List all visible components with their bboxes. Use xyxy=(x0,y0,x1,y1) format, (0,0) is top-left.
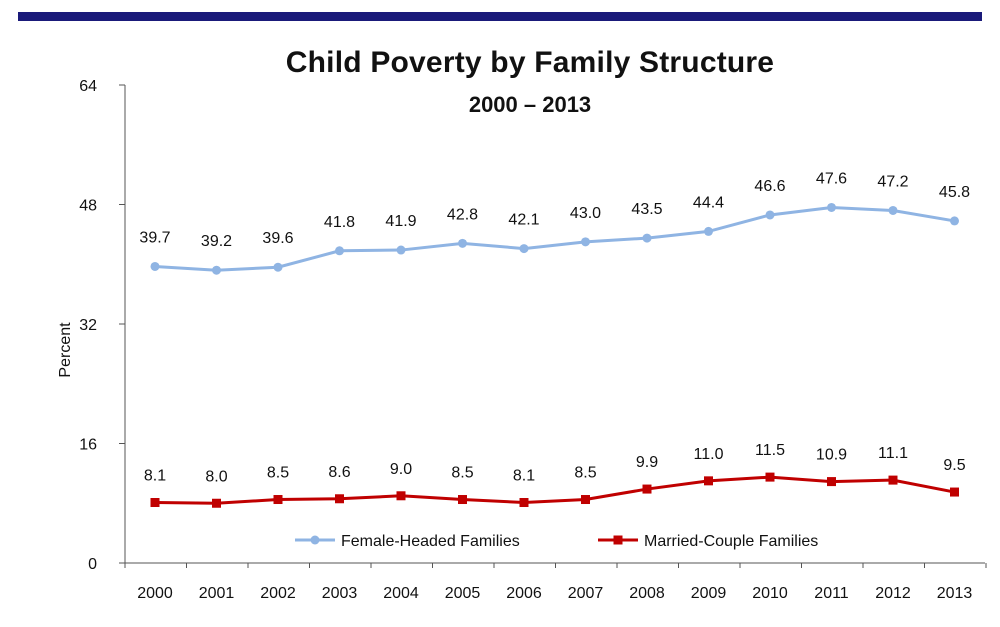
series-line xyxy=(154,205,955,272)
x-tick-label: 2007 xyxy=(568,585,604,602)
data-point xyxy=(273,495,283,505)
data-label: 8.5 xyxy=(451,465,473,482)
data-label: 45.8 xyxy=(939,184,970,201)
x-tick-label: 2000 xyxy=(137,585,173,602)
data-point xyxy=(150,261,160,271)
y-tick-label: 0 xyxy=(88,556,97,573)
x-tick-labels: 2000 2001 2002 2003 2004 2005 2006 2007 2008 2009… xyxy=(124,563,987,602)
data-label: 8.5 xyxy=(267,465,289,482)
data-point xyxy=(458,495,467,505)
y-tick-label: 64 xyxy=(79,78,97,95)
data-label: 41.8 xyxy=(324,214,355,231)
data-point xyxy=(335,494,344,504)
data-label: 42.1 xyxy=(508,212,539,229)
x-tick-label: 2004 xyxy=(383,585,419,602)
data-label: 47.2 xyxy=(877,173,908,190)
data-label: 43.0 xyxy=(570,205,601,222)
data-point xyxy=(827,202,836,212)
legend-item: Married-Couple Families xyxy=(598,533,818,550)
data-point xyxy=(827,477,836,487)
data-label: 39.6 xyxy=(262,230,293,247)
series-female-headed: 39.7 39.2 39.6 41.8 41.9 42.8 42.1 43.0 43.5 44.4… xyxy=(139,170,970,275)
data-point xyxy=(519,244,529,254)
data-label: 9.9 xyxy=(636,454,658,471)
legend-swatch-marker xyxy=(613,535,623,545)
data-label: 11.1 xyxy=(878,445,908,462)
data-point xyxy=(888,475,898,485)
data-label: 39.2 xyxy=(201,233,232,250)
data-point xyxy=(642,233,652,243)
data-point xyxy=(150,498,160,508)
chart-title: Child Poverty by Family Structure xyxy=(285,46,775,79)
data-label: 11.0 xyxy=(694,446,724,463)
data-label: 47.6 xyxy=(816,170,847,187)
data-label: 8.6 xyxy=(328,464,350,481)
x-tick-label: 2006 xyxy=(506,585,542,602)
x-tick-label: 2010 xyxy=(752,585,788,602)
data-point xyxy=(212,265,221,275)
data-point xyxy=(519,498,529,508)
legend-label: Female-Headed Families xyxy=(341,533,520,550)
x-tick-label: 2011 xyxy=(814,585,849,602)
data-label: 43.5 xyxy=(631,201,662,218)
data-label: 8.5 xyxy=(574,465,596,482)
y-tick-label: 16 xyxy=(79,437,97,454)
data-label: 9.0 xyxy=(390,461,412,478)
series-layer: 39.7 39.2 39.6 41.8 41.9 42.8 42.1 43.0 43.5 44.4… xyxy=(139,170,970,508)
data-label: 8.1 xyxy=(513,468,535,485)
y-tick-label: 32 xyxy=(79,317,97,334)
data-label: 42.8 xyxy=(447,206,478,223)
top-accent-bar xyxy=(18,12,982,21)
x-tick-label: 2008 xyxy=(629,585,665,602)
data-point xyxy=(212,498,221,508)
x-tick-label: 2013 xyxy=(937,585,973,602)
data-point xyxy=(704,226,713,236)
data-point xyxy=(335,246,344,256)
data-label: 39.7 xyxy=(139,229,170,246)
data-label: 41.9 xyxy=(385,213,416,230)
legend-swatch-marker xyxy=(310,535,320,545)
data-label: 10.9 xyxy=(816,447,847,464)
series-married-couple: 8.1 8.0 8.5 8.6 9.0 8.5 8.1 8.5 9.9 11.0 11.5 10.9 1… xyxy=(144,442,966,508)
data-point xyxy=(273,262,283,272)
series-line xyxy=(154,475,955,505)
data-point xyxy=(704,476,713,486)
data-label: 8.0 xyxy=(205,468,227,485)
y-tick-label: 48 xyxy=(79,198,97,215)
data-point xyxy=(765,472,775,482)
legend-item: Female-Headed Families xyxy=(295,533,520,550)
x-tick-label: 2005 xyxy=(445,585,481,602)
legend-label: Married-Couple Families xyxy=(644,533,818,550)
data-point xyxy=(581,237,590,247)
x-tick-label: 2009 xyxy=(691,585,727,602)
data-point xyxy=(396,245,406,255)
x-tick-label: 2012 xyxy=(875,585,911,602)
data-point xyxy=(950,487,959,497)
y-axis-label: Percent xyxy=(57,322,74,378)
data-point xyxy=(642,484,652,494)
data-point xyxy=(458,238,467,248)
data-point xyxy=(765,210,775,220)
chart-legend: Female-Headed Families Married-Couple Fam… xyxy=(295,533,818,550)
data-label: 11.5 xyxy=(755,442,785,459)
x-tick-label: 2003 xyxy=(322,585,358,602)
data-point xyxy=(888,205,898,215)
chart-axes xyxy=(124,85,985,564)
data-point xyxy=(581,495,590,505)
x-tick-label: 2002 xyxy=(260,585,296,602)
data-label: 8.1 xyxy=(144,468,166,485)
data-point xyxy=(950,216,959,226)
data-label: 44.4 xyxy=(693,194,724,211)
data-label: 9.5 xyxy=(943,457,965,474)
chart-subtitle: 2000 – 2013 xyxy=(468,92,592,117)
data-label: 46.6 xyxy=(754,178,785,195)
x-tick-label: 2001 xyxy=(199,585,235,602)
y-tick-labels: 0 16 32 48 64 xyxy=(79,78,125,573)
data-point xyxy=(396,491,406,501)
